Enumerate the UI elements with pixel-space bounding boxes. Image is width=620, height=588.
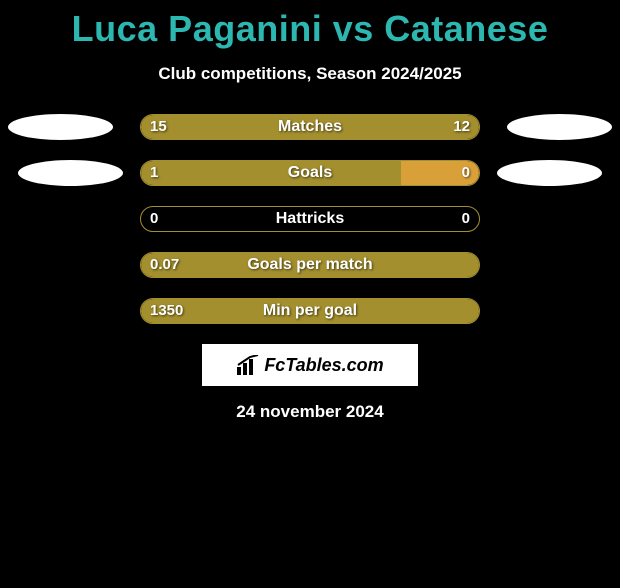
brand-chart-icon xyxy=(236,355,260,375)
bar-left-fill xyxy=(141,115,329,139)
stat-row: Matches1512 xyxy=(0,114,620,140)
subtitle: Club competitions, Season 2024/2025 xyxy=(0,64,620,84)
bar-left-fill xyxy=(141,161,401,185)
stat-value-right: 0 xyxy=(462,206,470,232)
stat-value-left: 15 xyxy=(150,114,167,140)
stat-value-right: 0 xyxy=(462,160,470,186)
stat-row: Goals per match0.07 xyxy=(0,252,620,278)
stat-value-left: 0.07 xyxy=(150,252,179,278)
brand-text: FcTables.com xyxy=(264,355,383,376)
bar-track xyxy=(140,160,480,186)
stat-row: Min per goal1350 xyxy=(0,298,620,324)
bar-left-fill xyxy=(141,299,479,323)
stat-row: Hattricks00 xyxy=(0,206,620,232)
bar-track xyxy=(140,252,480,278)
stat-row: Goals10 xyxy=(0,160,620,186)
comparison-chart: Matches1512Goals10Hattricks00Goals per m… xyxy=(0,114,620,324)
page-title: Luca Paganini vs Catanese xyxy=(0,8,620,50)
bar-track xyxy=(140,206,480,232)
stat-value-left: 1 xyxy=(150,160,158,186)
snapshot-date: 24 november 2024 xyxy=(0,402,620,422)
brand-badge: FcTables.com xyxy=(202,344,418,386)
stat-value-left: 0 xyxy=(150,206,158,232)
stat-value-right: 12 xyxy=(453,114,470,140)
bar-left-fill xyxy=(141,253,479,277)
stat-value-left: 1350 xyxy=(150,298,183,324)
bar-track xyxy=(140,114,480,140)
bar-track xyxy=(140,298,480,324)
